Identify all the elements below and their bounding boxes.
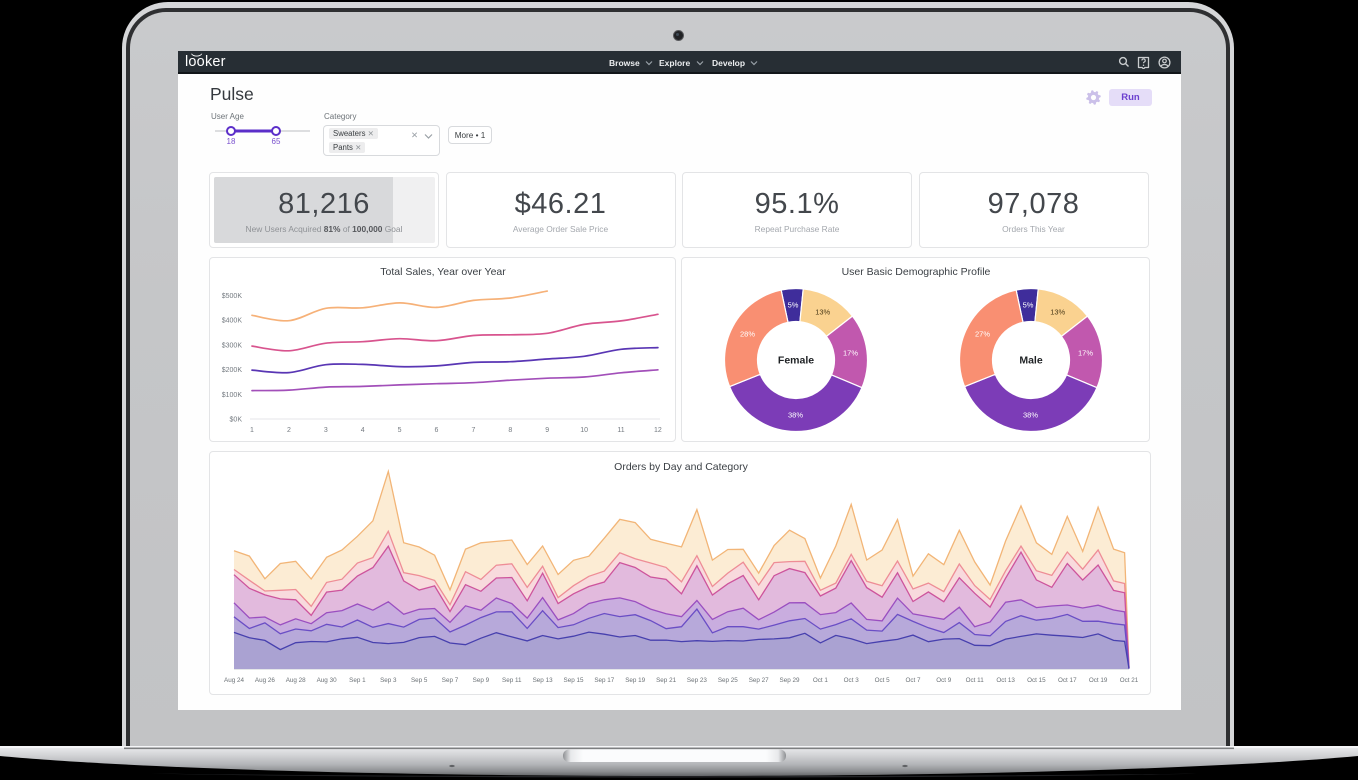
svg-text:Total Sales, Year over Year: Total Sales, Year over Year <box>380 266 506 278</box>
svg-text:Sep 23: Sep 23 <box>687 677 707 684</box>
svg-text:2: 2 <box>287 427 291 434</box>
svg-text:Sep 15: Sep 15 <box>564 677 584 684</box>
svg-text:Sep 29: Sep 29 <box>780 677 800 684</box>
svg-text:Sep 3: Sep 3 <box>380 677 397 684</box>
svg-text:7: 7 <box>471 427 475 434</box>
svg-text:27%: 27% <box>975 330 990 339</box>
svg-text:Oct 11: Oct 11 <box>966 677 985 684</box>
svg-text:17%: 17% <box>843 348 858 357</box>
svg-text:Sep 19: Sep 19 <box>625 677 645 684</box>
svg-text:Oct 13: Oct 13 <box>996 677 1015 684</box>
svg-text:Oct 9: Oct 9 <box>936 677 952 684</box>
svg-text:Oct 17: Oct 17 <box>1058 677 1077 684</box>
svg-text:Aug 30: Aug 30 <box>317 677 337 684</box>
svg-text:Oct 1: Oct 1 <box>813 677 829 684</box>
svg-text:8: 8 <box>508 427 512 434</box>
svg-text:Aug 24: Aug 24 <box>224 677 244 684</box>
svg-text:11: 11 <box>617 427 624 434</box>
svg-text:Oct 3: Oct 3 <box>844 677 860 684</box>
svg-text:Sep 27: Sep 27 <box>749 677 769 684</box>
svg-text:13%: 13% <box>1050 308 1065 317</box>
svg-text:$400K: $400K <box>222 318 243 325</box>
svg-text:38%: 38% <box>788 411 803 420</box>
svg-text:$0K: $0K <box>230 417 243 424</box>
svg-text:Female: Female <box>778 355 814 367</box>
svg-text:38%: 38% <box>1023 411 1038 420</box>
svg-text:User Basic Demographic Profile: User Basic Demographic Profile <box>842 266 991 278</box>
svg-text:28%: 28% <box>740 330 755 339</box>
svg-text:65: 65 <box>272 137 281 145</box>
svg-text:Sep 17: Sep 17 <box>594 677 614 684</box>
svg-text:Sep 7: Sep 7 <box>442 677 459 684</box>
svg-text:6: 6 <box>435 427 439 434</box>
svg-text:9: 9 <box>545 427 549 434</box>
svg-text:18: 18 <box>227 137 236 145</box>
svg-text:Sep 25: Sep 25 <box>718 677 738 684</box>
svg-text:Sep 11: Sep 11 <box>502 677 522 684</box>
svg-text:13%: 13% <box>815 308 830 317</box>
svg-text:Oct 5: Oct 5 <box>875 677 891 684</box>
svg-text:3: 3 <box>324 427 328 434</box>
svg-text:17%: 17% <box>1078 348 1093 357</box>
svg-text:$500K: $500K <box>222 293 243 300</box>
svg-text:Oct 21: Oct 21 <box>1120 677 1139 684</box>
svg-text:Sep 1: Sep 1 <box>349 677 366 684</box>
svg-text:4: 4 <box>361 427 365 434</box>
svg-text:$200K: $200K <box>222 367 243 374</box>
svg-text:Sep 9: Sep 9 <box>473 677 490 684</box>
svg-text:5: 5 <box>398 427 402 434</box>
svg-text:$300K: $300K <box>222 342 243 349</box>
svg-text:Male: Male <box>1019 355 1043 367</box>
svg-text:Sep 13: Sep 13 <box>533 677 553 684</box>
svg-text:10: 10 <box>580 427 588 434</box>
svg-text:Aug 28: Aug 28 <box>286 677 306 684</box>
svg-text:5%: 5% <box>1023 301 1034 310</box>
svg-text:$100K: $100K <box>222 392 243 399</box>
svg-text:Orders by Day and Category: Orders by Day and Category <box>614 461 748 473</box>
svg-text:Oct 15: Oct 15 <box>1027 677 1046 684</box>
svg-text:1: 1 <box>250 427 254 434</box>
svg-text:5%: 5% <box>788 301 799 310</box>
svg-text:Aug 26: Aug 26 <box>255 677 275 684</box>
svg-text:Oct 19: Oct 19 <box>1089 677 1108 684</box>
svg-text:Oct 7: Oct 7 <box>905 677 921 684</box>
svg-text:12: 12 <box>654 427 662 434</box>
svg-text:Sep 21: Sep 21 <box>656 677 676 684</box>
svg-text:Sep 5: Sep 5 <box>411 677 428 684</box>
